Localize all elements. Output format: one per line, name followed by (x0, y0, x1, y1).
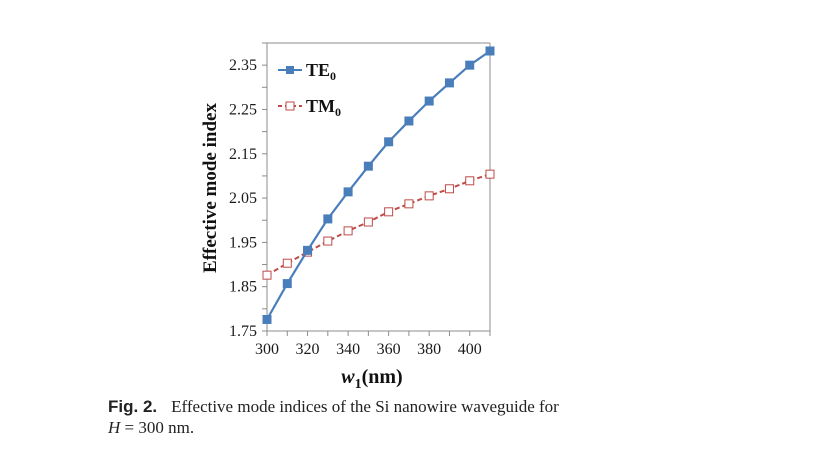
y-tick-label: 2.35 (229, 57, 257, 74)
data-point-marker (444, 78, 454, 88)
caption-text-line1: Effective mode indices of the Si nanowir… (171, 397, 559, 416)
x-axis-title-unit: (nm) (362, 366, 403, 388)
x-tick-label: 380 (417, 341, 441, 358)
data-point-marker (323, 214, 333, 224)
data-point-marker (384, 137, 394, 147)
data-point-marker (343, 187, 353, 197)
series-te0 (262, 46, 495, 324)
caption-variable: H (108, 418, 121, 437)
legend-entry-tm0: TM0 (278, 96, 341, 119)
data-point-marker (282, 258, 292, 268)
x-axis-title-var: w (341, 366, 355, 388)
data-point-marker (303, 245, 313, 255)
data-point-marker (363, 217, 373, 227)
legend-entry-te0: TE0 (278, 60, 336, 83)
x-tick-label: 400 (458, 341, 482, 358)
data-point-marker (465, 60, 475, 70)
data-point-marker (262, 270, 272, 280)
data-point-marker (343, 226, 353, 236)
y-tick-label: 1.95 (229, 234, 257, 251)
x-axis-title-sub: 1 (355, 377, 362, 390)
data-point-marker (384, 207, 394, 217)
legend-marker-swatch (286, 66, 294, 74)
figure-caption: Fig. 2. Effective mode indices of the Si … (108, 396, 628, 438)
y-tick-label: 2.05 (229, 190, 257, 207)
effective-mode-index-chart: Effective mode index w1(nm) 1.75 1.85 1.95… (200, 42, 495, 390)
legend-label-name: TM (306, 96, 335, 116)
y-tick-label: 2.25 (229, 101, 257, 118)
legend-label-name: TE (306, 60, 330, 80)
x-tick-label: 300 (255, 341, 279, 358)
data-point-marker (444, 184, 454, 194)
legend-label-subscript: 0 (335, 105, 341, 119)
x-tick-label: 320 (296, 341, 320, 358)
figure-label: Fig. 2. (108, 397, 158, 416)
legend-marker-swatch (285, 101, 295, 111)
data-point-marker (465, 176, 475, 186)
data-point-marker (404, 199, 414, 209)
data-point-marker (323, 236, 333, 246)
legend-label: TE0 (306, 60, 336, 83)
x-tick-label: 360 (377, 341, 401, 358)
y-tick-label: 2.15 (229, 146, 257, 163)
series-tm0 (262, 169, 495, 280)
data-point-marker (363, 161, 373, 171)
y-tick-label: 1.85 (229, 279, 257, 296)
data-point-marker (485, 46, 495, 56)
data-point-marker (404, 116, 414, 126)
data-point-marker (282, 279, 292, 289)
legend-label-subscript: 0 (330, 69, 336, 83)
data-point-marker (485, 169, 495, 179)
data-point-marker (262, 314, 272, 324)
caption-text-line2: = 300 nm. (120, 418, 195, 437)
x-axis-title: w1(nm) (341, 366, 402, 390)
legend-label: TM0 (306, 96, 341, 119)
x-tick-label: 340 (336, 341, 360, 358)
y-tick-label: 1.75 (229, 323, 257, 340)
y-axis-title: Effective mode index (200, 103, 221, 273)
data-point-marker (424, 96, 434, 106)
data-point-marker (424, 191, 434, 201)
